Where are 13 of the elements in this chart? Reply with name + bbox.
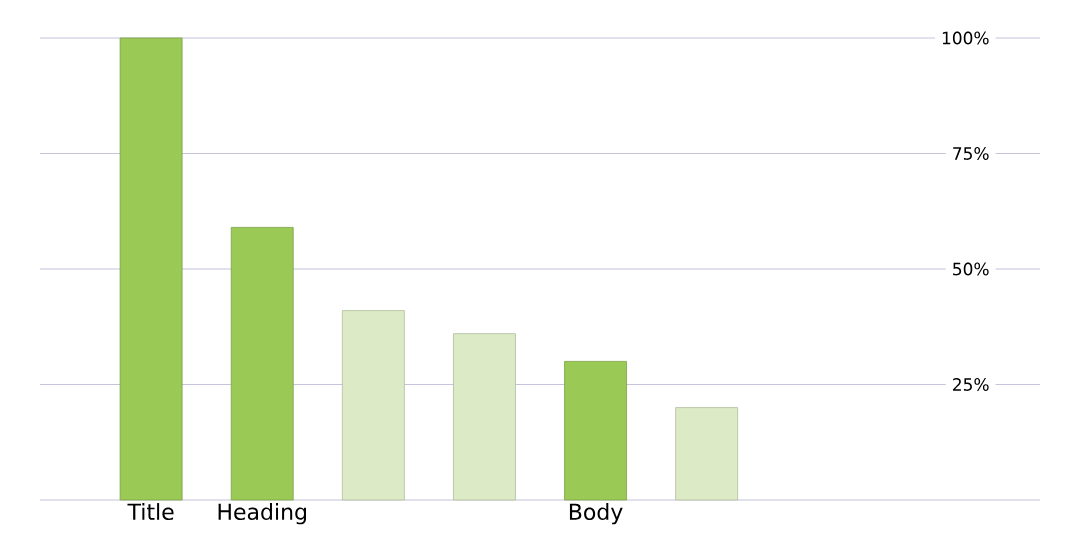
- bar: [675, 407, 739, 501]
- bar: [564, 361, 627, 501]
- bar: [230, 227, 294, 501]
- bar: [341, 310, 405, 501]
- y-tick-label: 25%: [953, 378, 989, 391]
- x-tick-label: Body: [569, 503, 623, 525]
- bar: [453, 333, 516, 501]
- x-tick-label: Title: [127, 503, 174, 521]
- x-tick-label: Heading: [218, 503, 306, 525]
- bar: [119, 37, 183, 501]
- y-tick-label: 50%: [953, 262, 989, 276]
- y-tick-label: 100%: [942, 31, 989, 45]
- y-tick-label: 75%: [953, 147, 989, 160]
